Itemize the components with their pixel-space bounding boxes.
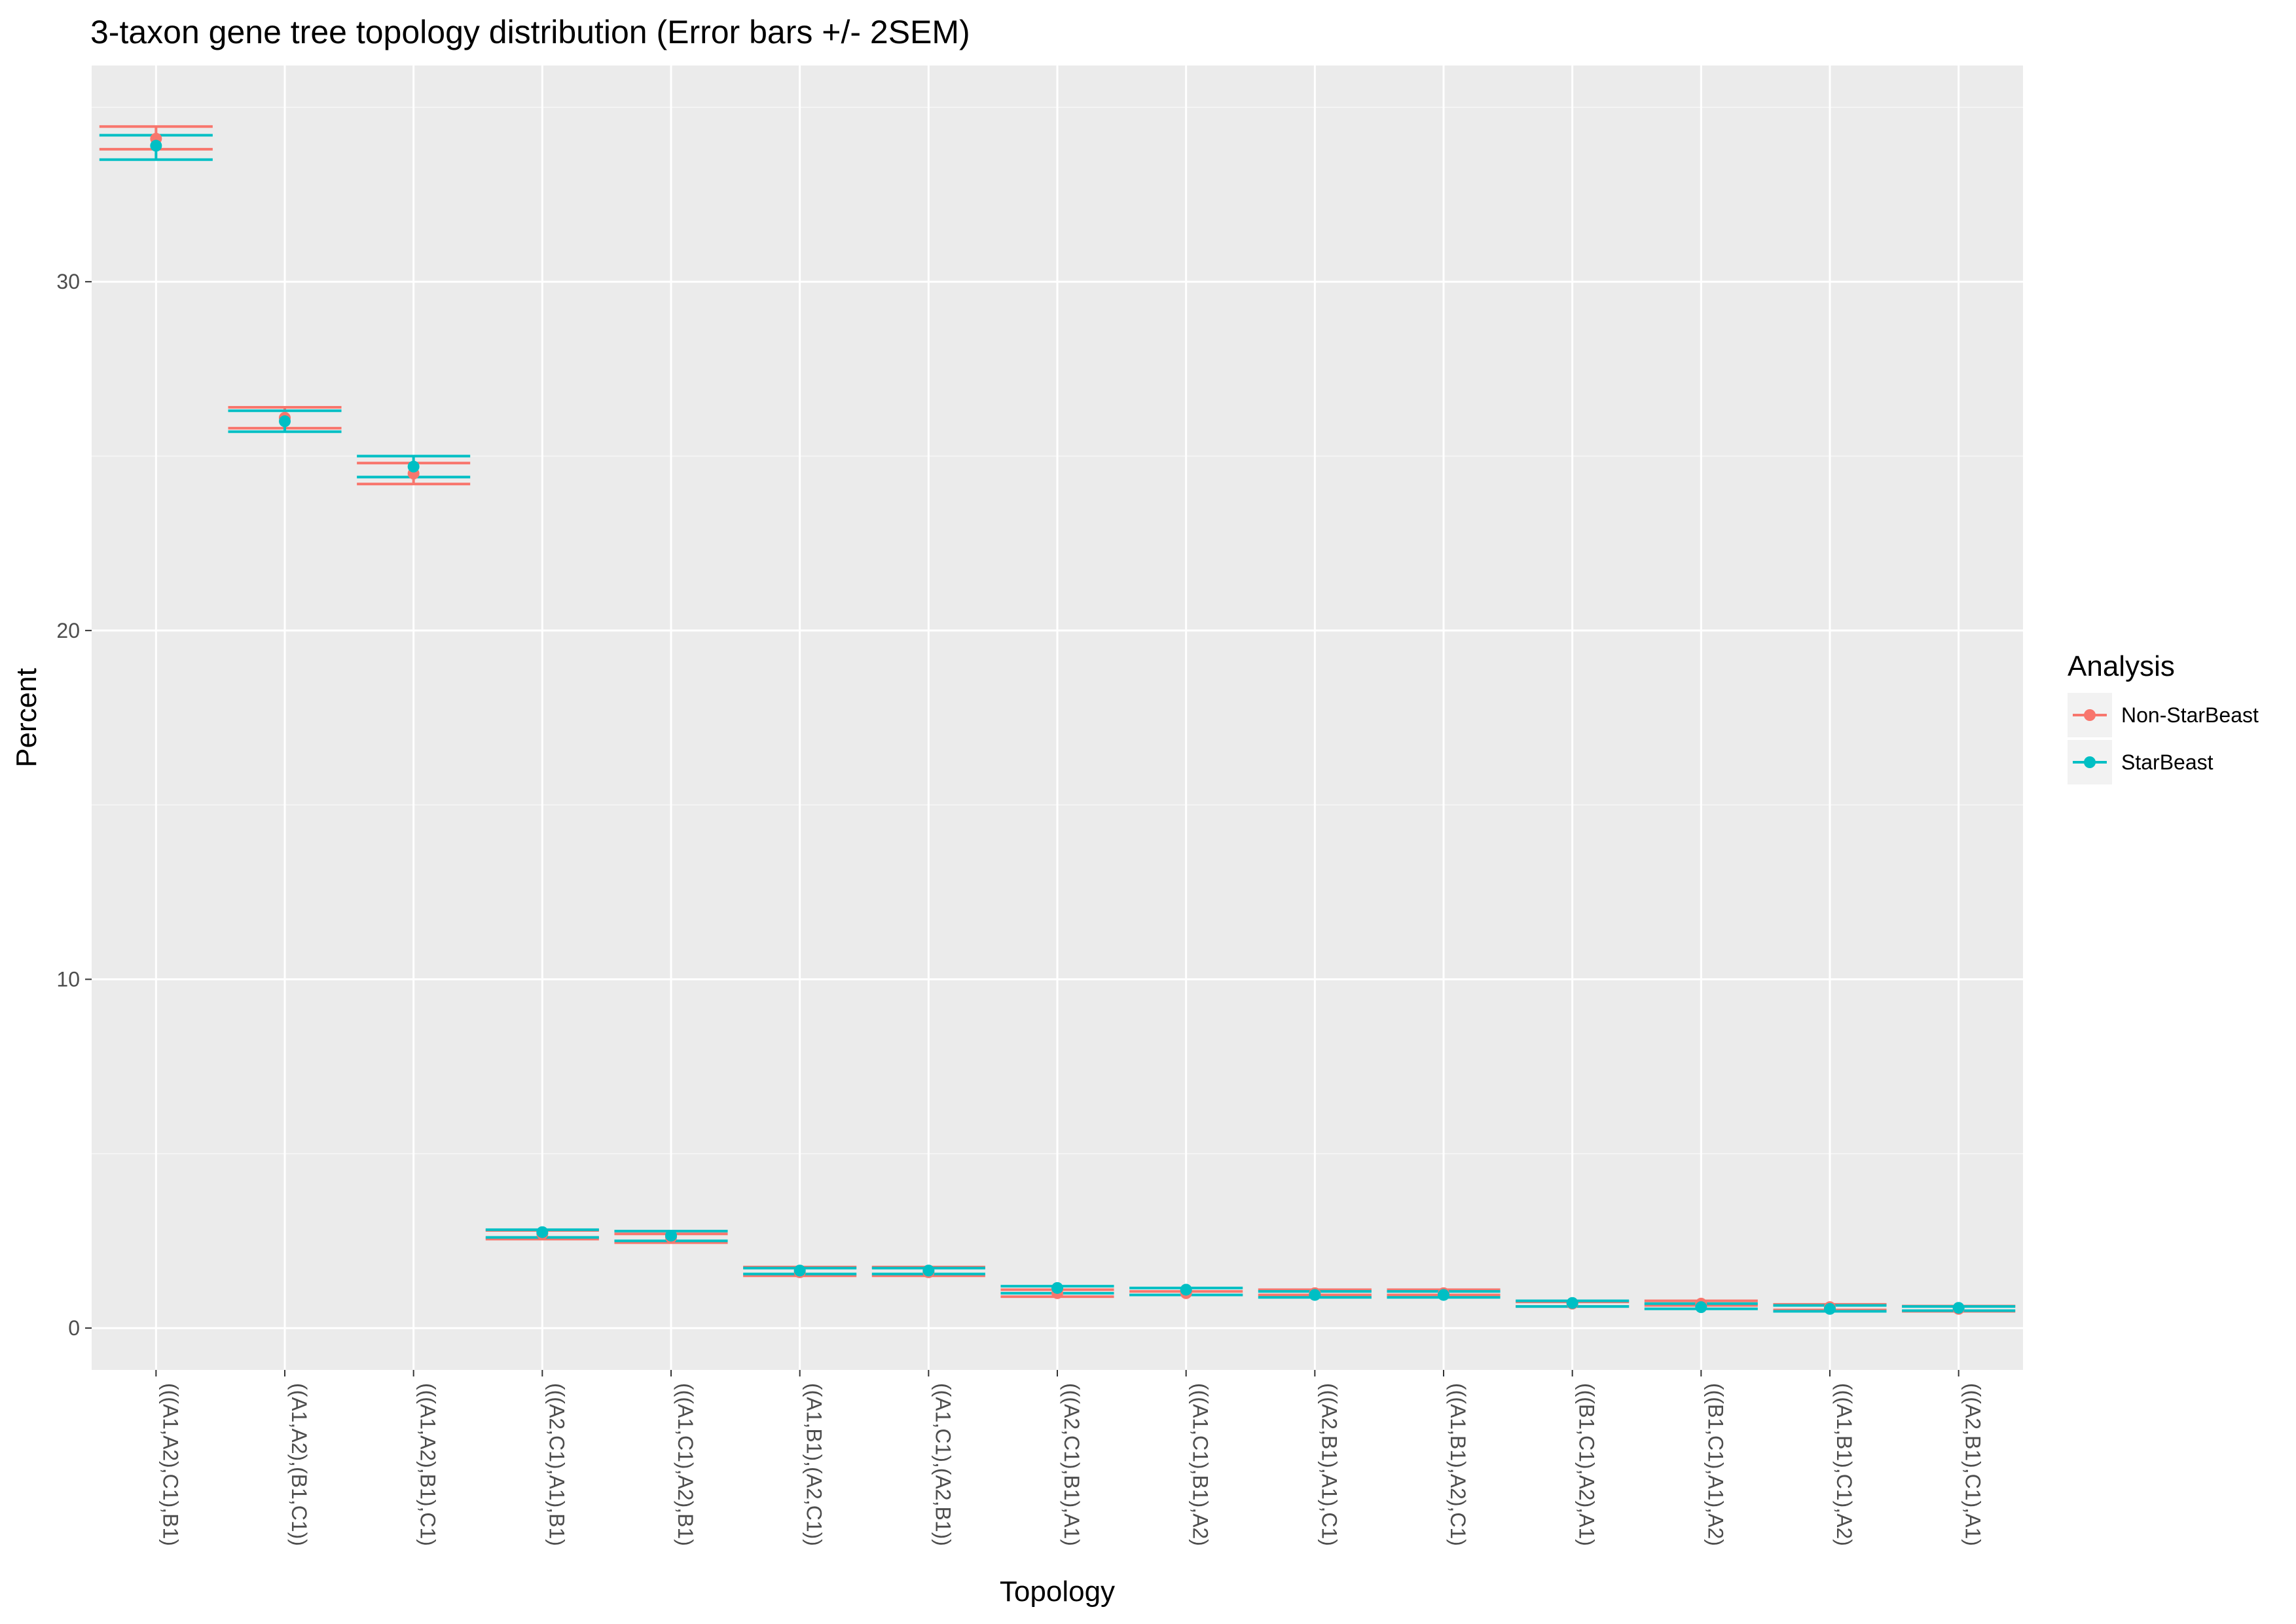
legend: Analysis Non-StarBeast StarBeast — [2068, 650, 2259, 784]
x-tick-label: (((A1,A2),B1),C1) — [416, 1383, 440, 1546]
points-StarBeast — [150, 139, 1965, 1315]
legend-label: StarBeast — [2121, 750, 2214, 774]
legend-label: Non-StarBeast — [2121, 703, 2259, 727]
data-point — [1566, 1297, 1578, 1309]
data-point — [665, 1229, 677, 1242]
data-point — [536, 1226, 549, 1238]
x-tick-label: (((A1,A2),C1),B1) — [158, 1383, 182, 1546]
y-tick-label: 10 — [56, 967, 80, 991]
x-tick-label: (((A2,C1),B1),A1) — [1060, 1383, 1084, 1546]
data-point — [407, 460, 420, 473]
x-tick-label: (((A2,B1),A1),C1) — [1317, 1383, 1341, 1546]
y-tick-label: 0 — [68, 1316, 80, 1340]
data-point — [1952, 1302, 1965, 1314]
legend-title: Analysis — [2068, 650, 2175, 682]
data-marks — [99, 125, 2016, 1315]
data-point — [1180, 1283, 1192, 1296]
x-tick-label: (((B1,C1),A1),A2) — [1704, 1383, 1727, 1546]
data-point — [793, 1264, 806, 1277]
legend-key-point — [2084, 709, 2096, 721]
legend-items: Non-StarBeast StarBeast — [2068, 693, 2259, 784]
data-point — [1824, 1302, 1836, 1315]
chart-title: 3-taxon gene tree topology distribution … — [90, 14, 970, 50]
x-tick-label: ((A1,B1),(A2,C1)) — [803, 1383, 826, 1546]
data-point — [279, 415, 291, 428]
y-tick-label: 20 — [56, 619, 80, 642]
data-point — [1051, 1282, 1063, 1294]
x-tick-label: (((A1,B1),C1),A2) — [1832, 1383, 1856, 1546]
x-tick-label: (((A1,C1),A2),B1) — [674, 1383, 697, 1546]
x-tick-label: (((A2,B1),C1),A1) — [1961, 1383, 1985, 1546]
y-axis: 0 10 20 30 — [56, 270, 92, 1340]
x-tick-label: ((A1,C1),(A2,B1)) — [931, 1383, 955, 1546]
x-tick-label: (((A2,C1),A1),B1) — [545, 1383, 568, 1546]
y-axis-title: Percent — [10, 668, 43, 767]
x-axis: (((A1,A2),C1),B1) ((A1,A2),(B1,C1)) (((A1,… — [155, 1370, 1985, 1546]
data-point — [150, 139, 162, 152]
x-tick-label: (((A1,B1),A2),C1) — [1446, 1383, 1470, 1546]
data-point — [1695, 1301, 1707, 1314]
x-tick-label: (((B1,C1),A2),A1) — [1575, 1383, 1599, 1546]
data-point — [1438, 1289, 1449, 1301]
x-axis-title: Topology — [1000, 1576, 1115, 1608]
y-tick-label: 30 — [56, 270, 80, 293]
legend-key-point — [2084, 756, 2096, 768]
x-tick-label: ((A1,A2),(B1,C1)) — [287, 1383, 311, 1546]
data-point — [922, 1264, 935, 1277]
x-tick-label: (((A1,C1),B1),A2) — [1189, 1383, 1212, 1546]
data-point — [1309, 1289, 1321, 1301]
